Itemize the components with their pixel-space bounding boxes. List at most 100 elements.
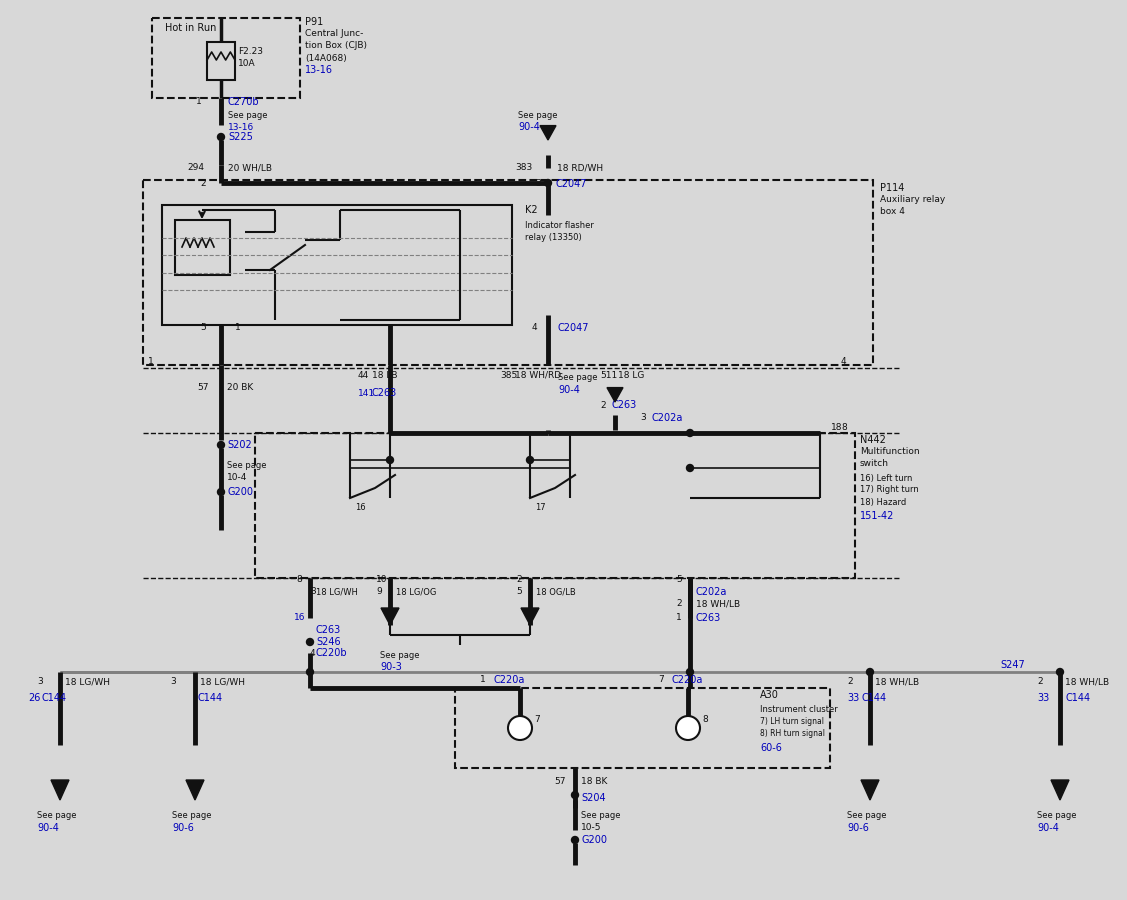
Text: See page: See page	[582, 811, 621, 820]
Polygon shape	[607, 388, 623, 402]
Text: Multifunction: Multifunction	[860, 447, 920, 456]
Text: 151-42: 151-42	[860, 511, 895, 521]
Text: D: D	[612, 392, 618, 398]
Text: C270b: C270b	[228, 97, 259, 107]
Text: S247: S247	[1000, 660, 1024, 670]
Text: S246: S246	[316, 637, 340, 647]
Circle shape	[307, 638, 313, 645]
Text: 3: 3	[170, 678, 176, 687]
Text: 26: 26	[28, 693, 41, 703]
Text: C202a: C202a	[696, 587, 727, 597]
Text: C2047: C2047	[556, 179, 587, 189]
Text: 141: 141	[358, 389, 375, 398]
Text: S225: S225	[228, 132, 252, 142]
Text: 2: 2	[1037, 678, 1042, 687]
Polygon shape	[51, 780, 69, 800]
Circle shape	[526, 456, 533, 464]
Text: C220b: C220b	[316, 648, 347, 658]
Bar	[152, 18, 300, 98]
Text: 90-4: 90-4	[1037, 823, 1059, 833]
Text: 60-6: 60-6	[760, 743, 782, 753]
Text: 4: 4	[532, 323, 538, 332]
Text: P114: P114	[880, 183, 904, 193]
Text: 18 WH/RD: 18 WH/RD	[515, 371, 561, 380]
Text: 90-6: 90-6	[172, 823, 194, 833]
Text: 2: 2	[199, 179, 205, 188]
Text: 2: 2	[516, 575, 522, 584]
Text: 18 LB: 18 LB	[372, 371, 398, 380]
Text: 44: 44	[358, 371, 370, 380]
Text: C144: C144	[42, 693, 68, 703]
Text: 3: 3	[37, 678, 43, 687]
Text: 18 WH/LB: 18 WH/LB	[875, 678, 920, 687]
Polygon shape	[521, 608, 539, 625]
Text: C: C	[1057, 787, 1063, 793]
Text: 17: 17	[535, 503, 545, 512]
Text: K2: K2	[525, 205, 538, 215]
Text: C263: C263	[696, 613, 721, 623]
Text: 57: 57	[554, 778, 566, 787]
Bar	[143, 180, 873, 365]
Text: 18 LG: 18 LG	[618, 371, 645, 380]
Text: R: R	[868, 787, 872, 793]
Circle shape	[571, 836, 578, 843]
Text: 2: 2	[676, 599, 682, 608]
Bar	[175, 220, 230, 275]
Text: S202: S202	[227, 440, 251, 450]
Text: 33: 33	[1037, 693, 1049, 703]
Text: G200: G200	[582, 835, 607, 845]
Text: N442: N442	[860, 435, 886, 445]
Text: 5: 5	[516, 588, 522, 597]
Text: 1: 1	[480, 676, 486, 685]
Text: switch: switch	[860, 460, 889, 469]
Text: See page: See page	[380, 651, 419, 660]
Text: 7) LH turn signal: 7) LH turn signal	[760, 717, 824, 726]
Text: 16: 16	[355, 503, 365, 512]
Text: A30: A30	[760, 690, 779, 700]
Text: 385: 385	[500, 371, 517, 380]
Circle shape	[307, 669, 313, 676]
Text: 3: 3	[310, 588, 316, 597]
Text: See page: See page	[848, 811, 887, 820]
Text: G200: G200	[227, 487, 252, 497]
Text: 18 OG/LB: 18 OG/LB	[536, 588, 576, 597]
Text: Central Junc-: Central Junc-	[305, 30, 363, 39]
Text: C2047: C2047	[557, 323, 588, 333]
Text: box 4: box 4	[880, 208, 905, 217]
Text: F2.23: F2.23	[238, 48, 263, 57]
Text: 383: 383	[515, 164, 532, 173]
Text: 20 BK: 20 BK	[227, 383, 254, 392]
Text: C144: C144	[197, 693, 222, 703]
Text: Indicator flasher: Indicator flasher	[525, 220, 594, 230]
Text: 18 RD/WH: 18 RD/WH	[557, 164, 603, 173]
Text: B: B	[57, 787, 62, 793]
Text: 90-4: 90-4	[37, 823, 59, 833]
Text: 18 LG/WH: 18 LG/WH	[65, 678, 110, 687]
Circle shape	[218, 133, 224, 140]
Text: Hot in Run: Hot in Run	[165, 23, 216, 33]
Text: 16: 16	[294, 614, 305, 623]
Text: 2: 2	[600, 400, 605, 410]
Polygon shape	[861, 780, 879, 800]
Text: 13-16: 13-16	[228, 122, 255, 131]
Text: 1: 1	[236, 323, 241, 332]
Text: 17) Right turn: 17) Right turn	[860, 485, 919, 494]
Text: Auxiliary relay: Auxiliary relay	[880, 195, 946, 204]
Circle shape	[571, 791, 578, 798]
Text: 8) RH turn signal: 8) RH turn signal	[760, 730, 825, 739]
Text: S204: S204	[582, 793, 605, 803]
Text: 10A: 10A	[238, 59, 256, 68]
Text: See page: See page	[228, 111, 267, 120]
Text: C220a: C220a	[492, 675, 524, 685]
Text: tion Box (CJB): tion Box (CJB)	[305, 41, 367, 50]
Text: 3: 3	[535, 179, 541, 188]
Polygon shape	[381, 608, 399, 625]
Text: 90-4: 90-4	[558, 385, 580, 395]
Circle shape	[1056, 669, 1064, 676]
Circle shape	[544, 179, 551, 186]
Circle shape	[218, 442, 224, 448]
Text: 7: 7	[658, 676, 664, 685]
Circle shape	[686, 464, 693, 472]
Text: 1: 1	[676, 614, 682, 623]
Text: B: B	[527, 615, 532, 619]
